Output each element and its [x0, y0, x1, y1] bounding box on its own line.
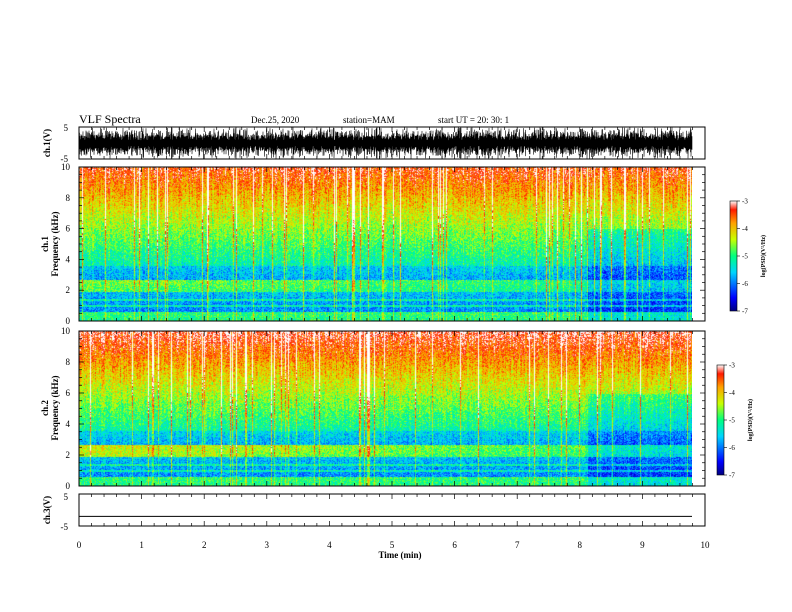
ch2-colorbar-ticks: -3 -4 -5 -6 -7 — [724, 362, 735, 480]
freq-tick-label: 10 — [61, 326, 71, 336]
colorbar-tick-label: -3 — [729, 362, 735, 370]
freq-tick-label: 0 — [66, 316, 71, 326]
ch2-spectrogram-channel-label: ch.2 — [40, 400, 50, 416]
ch1-waveform-ylabel: ch.1(V) — [42, 129, 52, 157]
ch1-colorbar-gradient — [729, 200, 738, 312]
ch1-spectrogram-image — [79, 167, 692, 321]
freq-tick-label: 6 — [66, 388, 71, 398]
ch1-colorbar: -3 -4 -5 -6 -7 log(PSD)(V²/Hz) — [729, 198, 767, 316]
ch1-colorbar-ticks: -3 -4 -5 -6 -7 — [737, 198, 748, 316]
colorbar-tick-label: -5 — [742, 253, 748, 261]
freq-tick-label: 0 — [66, 481, 71, 491]
ch1-waveform-path — [78, 126, 693, 160]
colorbar-tick-label: -7 — [729, 472, 735, 480]
freq-tick-label: 8 — [66, 357, 71, 367]
time-axis-label: Time (min) — [378, 550, 421, 560]
ch1-spectrogram-channel-label: ch.1 — [40, 236, 50, 252]
ch1-ytick-bottom: -5 — [61, 154, 69, 164]
freq-tick-label: 4 — [66, 254, 71, 264]
time-tick-label: 5 — [390, 540, 395, 550]
time-tick-label: 0 — [77, 540, 82, 550]
time-tick-label: 8 — [578, 540, 583, 550]
colorbar-tick-label: -3 — [742, 198, 748, 206]
freq-tick-label: 4 — [66, 419, 71, 429]
time-tick-label: 7 — [515, 540, 520, 550]
ch2-spectrogram-panel: 0 2 4 6 8 10 ch.2 Frequency (kHz) — [40, 326, 706, 491]
ch1-waveform-trace — [78, 126, 693, 160]
freq-tick-label: 8 — [66, 193, 71, 203]
ch1-ytick-top: 5 — [64, 123, 69, 133]
time-tick-label: 6 — [452, 540, 457, 550]
ch1-colorbar-label: log(PSD)(V²/Hz) — [760, 235, 767, 277]
time-tick-label: 4 — [327, 540, 332, 550]
colorbar-tick-label: -4 — [729, 389, 735, 397]
freq-tick-label: 10 — [61, 162, 71, 172]
freq-tick-label: 6 — [66, 224, 71, 234]
time-axis-tick-labels: 0 1 2 3 4 5 6 7 8 9 10 — [77, 540, 710, 550]
header-station: station=MAM — [343, 115, 395, 125]
colorbar-tick-label: -6 — [729, 444, 735, 452]
time-tick-label: 10 — [701, 540, 711, 550]
ch2-colorbar-gradient — [716, 364, 725, 476]
time-tick-label: 2 — [202, 540, 207, 550]
colorbar-tick-label: -4 — [742, 225, 748, 233]
ch2-colorbar: -3 -4 -5 -6 -7 log(PSD)(V²/Hz) — [716, 362, 754, 480]
ch2-spectrogram-yticks: 0 2 4 6 8 10 — [61, 326, 705, 491]
ch1-spectrogram-ylabel: Frequency (kHz) — [50, 211, 60, 276]
colorbar-tick-label: -5 — [729, 417, 735, 425]
figure-title: VLF Spectra — [79, 112, 141, 126]
colorbar-tick-label: -6 — [742, 280, 748, 288]
ch1-spectrogram-panel: 0 2 4 6 8 10 ch.1 Frequency (kHz) — [40, 162, 706, 326]
time-tick-label: 9 — [640, 540, 645, 550]
ch1-spectrogram-yticks: 0 2 4 6 8 10 — [61, 162, 705, 326]
time-axis-ticks — [78, 127, 706, 526]
ch2-spectrogram-image — [79, 331, 692, 486]
time-tick-label: 1 — [139, 540, 144, 550]
colorbar-tick-label: -7 — [742, 308, 748, 316]
ch3-waveform-ylabel: ch.3(V) — [42, 496, 52, 524]
ch3-ytick-bottom: -5 — [61, 522, 69, 532]
header-start-time: start UT = 20: 30: 1 — [438, 115, 509, 125]
freq-tick-label: 2 — [66, 285, 71, 295]
time-tick-label: 3 — [265, 540, 270, 550]
ch2-spectrogram-ylabel: Frequency (kHz) — [50, 375, 60, 440]
header-date: Dec.25, 2020 — [251, 115, 300, 125]
freq-tick-label: 2 — [66, 450, 71, 460]
ch2-colorbar-label: log(PSD)(V²/Hz) — [747, 399, 754, 441]
ch3-ytick-top: 5 — [64, 492, 69, 502]
